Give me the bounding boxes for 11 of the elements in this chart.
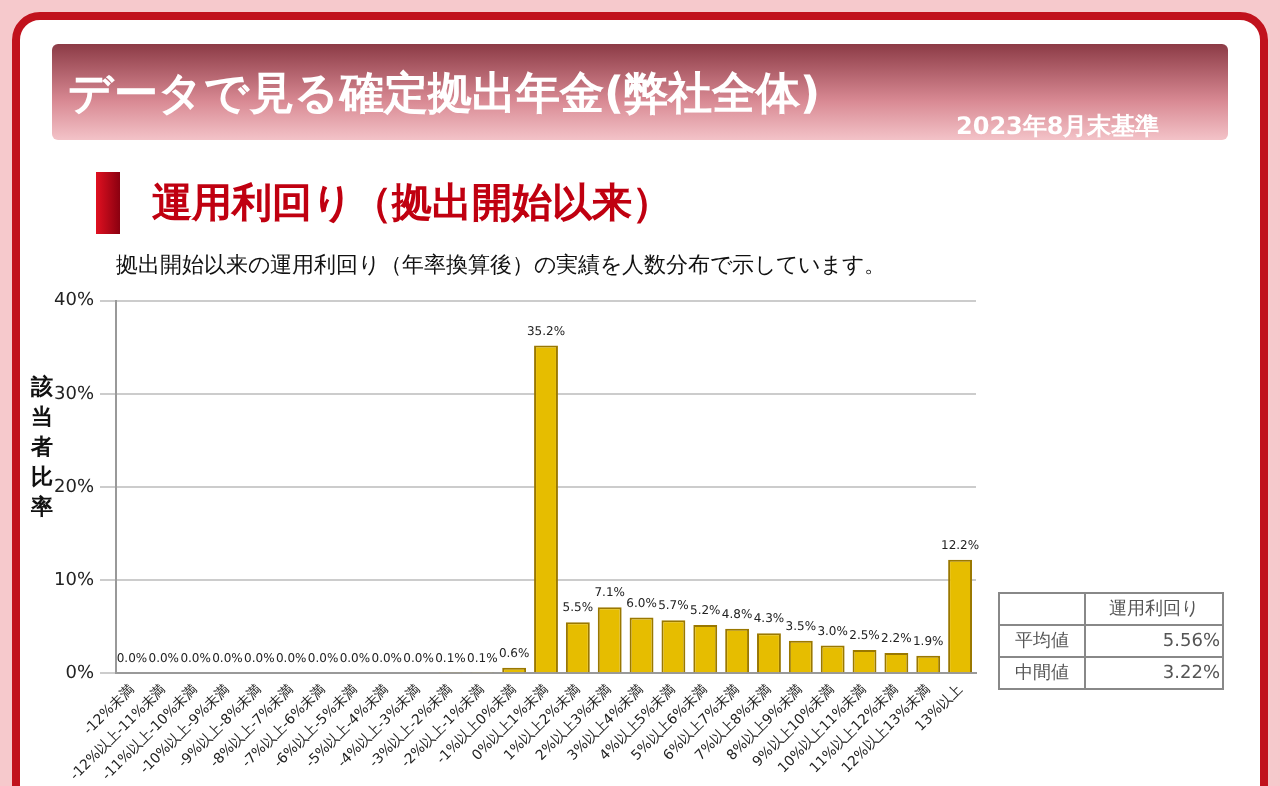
y-tick-label: 20%: [53, 477, 95, 498]
chart-subtitle: 運用利回り（拠出開始以来）: [152, 176, 672, 230]
y-tick-label: 30%: [53, 384, 95, 405]
summary-table: 運用利回り 平均値 5.56% 中間値 3.22%: [998, 592, 1224, 690]
chart-title: データで見る確定拠出年金(弊社全体): [68, 67, 821, 124]
text: 拠出開始以来の運用利回り（年率換算後）の実績を人数分布で示しています。: [116, 250, 886, 280]
y-tick-label: 10%: [53, 570, 95, 591]
y-axis-title: 該当者比率: [29, 372, 53, 522]
text: 2023年8月末基準: [956, 110, 1160, 144]
y-tick-label: 0%: [65, 664, 95, 685]
y-tick-label: 40%: [53, 291, 95, 312]
